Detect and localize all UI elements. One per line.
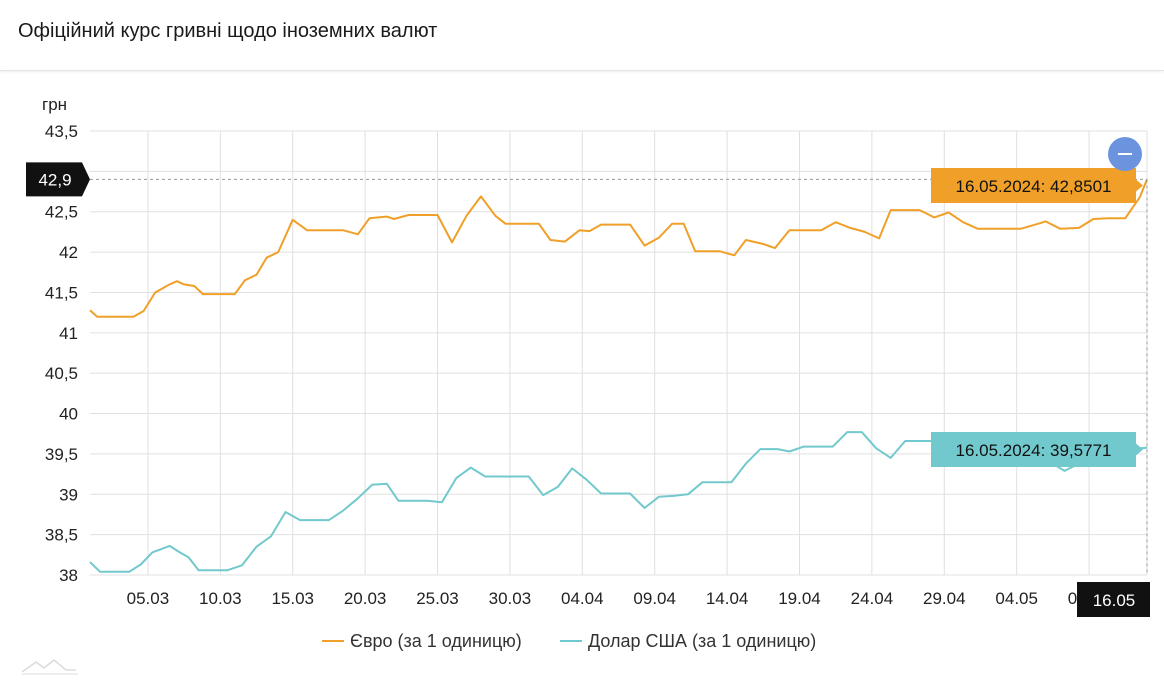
x-tick-label: 10.03 <box>199 589 242 608</box>
x-tick-label: 19.04 <box>778 589 821 608</box>
y-tick-label: 40 <box>59 405 78 424</box>
x-tick-label: 09.04 <box>633 589 676 608</box>
header-bar: Офіційний курс гривні щодо іноземних вал… <box>0 0 1164 71</box>
y-tick-label: 39 <box>59 485 78 504</box>
minus-icon <box>1118 153 1132 155</box>
legend-label: Євро (за 1 одиницю) <box>350 631 522 651</box>
y-tick-label: 41 <box>59 324 78 343</box>
y-tick-label: 39,5 <box>45 445 78 464</box>
x-tick-label: 04.04 <box>561 589 604 608</box>
zoom-out-button[interactable] <box>1108 137 1142 171</box>
y-tick-label: 38,5 <box>45 526 78 545</box>
y-crosshair-label-bg <box>26 162 90 197</box>
usd-tooltip-text: 16.05.2024: 39,5771 <box>956 441 1112 460</box>
x-tick-label: 20.03 <box>344 589 387 608</box>
y-tick-label: 41,5 <box>45 283 78 302</box>
usd-legend-item[interactable]: Долар США (за 1 одиницю) <box>560 631 816 651</box>
x-tick-label: 25.03 <box>416 589 459 608</box>
euro-legend-item[interactable]: Євро (за 1 одиницю) <box>322 631 522 651</box>
page-title: Офіційний курс гривні щодо іноземних вал… <box>18 20 438 42</box>
x-crosshair-label: 16.05 <box>1093 591 1136 610</box>
y-tick-label: 38 <box>59 566 78 585</box>
x-tick-label: 04.05 <box>995 589 1038 608</box>
chart-series <box>89 179 1148 573</box>
y-tick-label: 42 <box>59 243 78 262</box>
y-axis-label: грн <box>42 95 67 114</box>
x-tick-label: 30.03 <box>489 589 532 608</box>
y-tick-label: 43,5 <box>45 122 78 141</box>
chart-grid <box>90 130 1148 576</box>
euro-tooltip-bg <box>931 168 1143 203</box>
x-crosshair-label-bg <box>1077 582 1150 617</box>
usd-tooltip-bg <box>931 432 1143 467</box>
y-crosshair-label: 42,9 <box>38 170 71 189</box>
x-tick-label: 14.04 <box>706 589 749 608</box>
crosshair: 42,9 <box>26 162 1148 575</box>
euro-tooltip-text: 16.05.2024: 42,8501 <box>956 177 1112 196</box>
mountain-logo-icon <box>21 659 78 675</box>
chart-legend[interactable]: Євро (за 1 одиницю) Долар США (за 1 одини… <box>322 631 816 651</box>
euro-line <box>89 179 1148 318</box>
y-tick-label: 42,5 <box>45 203 78 222</box>
legend-label: Долар США (за 1 одиницю) <box>588 631 816 651</box>
x-axis-ticks: 05.03 10.03 15.03 20.03 25.03 30.03 04.04 09.04… <box>127 582 1150 617</box>
x-tick-label: 24.04 <box>851 589 894 608</box>
tooltips: 16.05.2024: 42,8501 16.05.2024: 39,5771 <box>931 168 1143 467</box>
x-tick-label: 29.04 <box>923 589 966 608</box>
x-tick-label: 05.03 <box>127 589 170 608</box>
x-tick-label: 15.03 <box>271 589 314 608</box>
y-tick-label: 40,5 <box>45 364 78 383</box>
